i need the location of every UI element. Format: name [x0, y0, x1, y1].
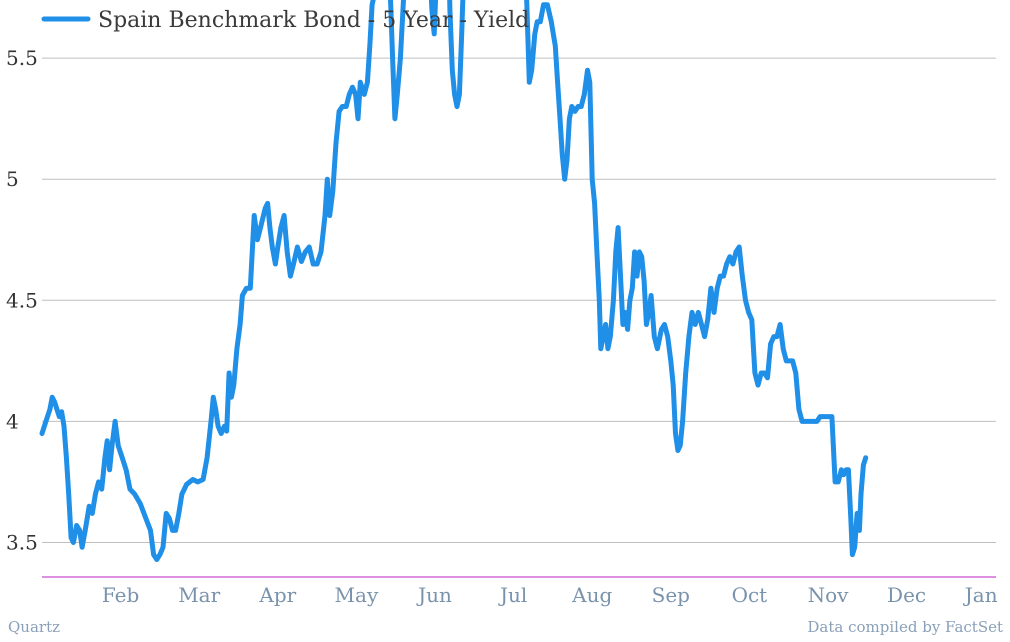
- x-tick-label: Mar: [178, 583, 220, 607]
- x-tick-label: Sep: [652, 583, 690, 607]
- x-tick-label: Jul: [498, 583, 527, 607]
- y-tick-label: 5.5: [6, 46, 38, 70]
- series-line: [39, 0, 869, 562]
- x-tick-label: Jan: [963, 583, 998, 607]
- x-tick-label: Jun: [416, 583, 452, 607]
- x-tick-label: Feb: [102, 583, 139, 607]
- x-tick-label: Dec: [887, 583, 926, 607]
- legend: Spain Benchmark Bond - 5 Year - Yield: [41, 8, 529, 33]
- x-tick-label: Aug: [571, 583, 612, 607]
- gridlines: [42, 57, 996, 543]
- y-tick-label: 5: [6, 167, 19, 191]
- x-axis-ticks: Feb Mar Apr May Jun Jul Aug Sep Oct Nov Dec Jan: [102, 583, 998, 607]
- footer-source-left: Quartz: [8, 618, 60, 636]
- legend-label: Spain Benchmark Bond - 5 Year - Yield: [98, 8, 529, 33]
- x-tick-label: May: [335, 583, 379, 607]
- y-axis-ticks: 3.544.555.566.577.5: [6, 46, 38, 555]
- x-tick-label: Apr: [258, 583, 296, 607]
- x-tick-label: Oct: [732, 583, 768, 607]
- y-tick-label: 3.5: [6, 531, 38, 555]
- y-tick-label: 4.5: [6, 288, 38, 312]
- y-tick-label: 4: [6, 409, 19, 433]
- footer-source-right: Data compiled by FactSet: [807, 618, 1003, 636]
- x-tick-label: Nov: [808, 583, 850, 607]
